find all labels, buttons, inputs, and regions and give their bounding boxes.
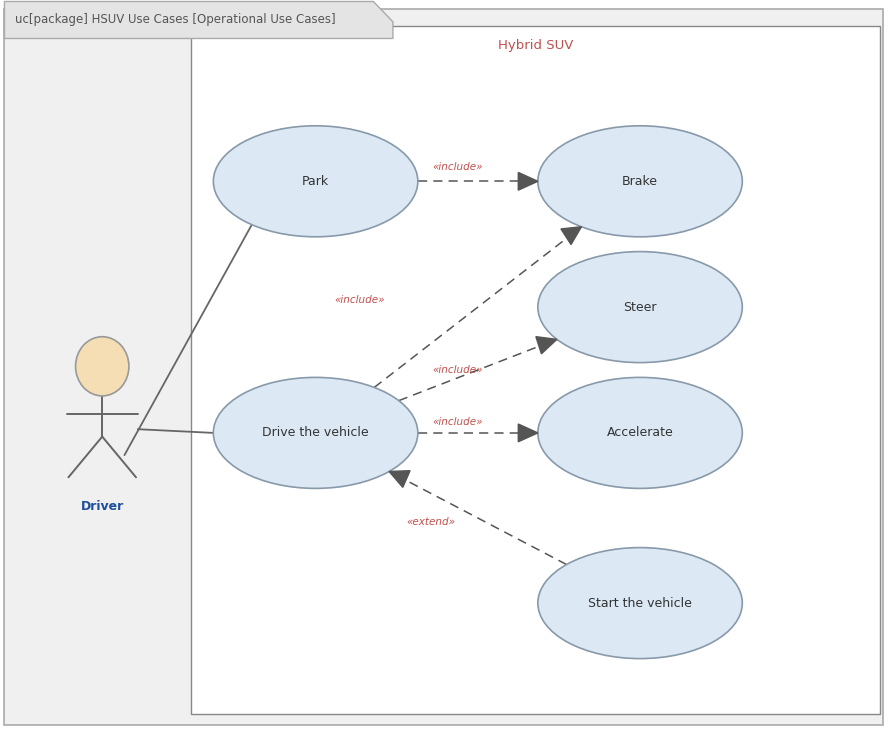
Polygon shape (389, 471, 410, 488)
Polygon shape (536, 337, 557, 354)
Text: «include»: «include» (433, 417, 483, 427)
Text: Accelerate: Accelerate (606, 426, 674, 440)
Ellipse shape (76, 337, 129, 396)
Text: Drive the vehicle: Drive the vehicle (262, 426, 369, 440)
Ellipse shape (538, 377, 742, 488)
Ellipse shape (213, 377, 418, 488)
Text: «include»: «include» (433, 365, 483, 375)
Ellipse shape (213, 126, 418, 237)
Text: «include»: «include» (433, 161, 483, 172)
Text: Brake: Brake (622, 175, 658, 188)
Polygon shape (518, 172, 538, 190)
Polygon shape (4, 1, 393, 38)
Text: «include»: «include» (335, 295, 385, 305)
Polygon shape (518, 424, 538, 442)
Polygon shape (561, 226, 581, 244)
Text: Driver: Driver (81, 500, 124, 513)
Text: «extend»: «extend» (406, 517, 456, 527)
Text: Park: Park (302, 175, 329, 188)
Ellipse shape (538, 548, 742, 659)
Text: Steer: Steer (623, 300, 657, 314)
Ellipse shape (538, 126, 742, 237)
Ellipse shape (538, 252, 742, 363)
FancyBboxPatch shape (191, 26, 880, 714)
Text: Start the vehicle: Start the vehicle (589, 596, 692, 610)
Text: Hybrid SUV: Hybrid SUV (498, 39, 573, 53)
FancyBboxPatch shape (4, 9, 883, 725)
Text: uc[package] HSUV Use Cases [Operational Use Cases]: uc[package] HSUV Use Cases [Operational … (15, 13, 336, 27)
